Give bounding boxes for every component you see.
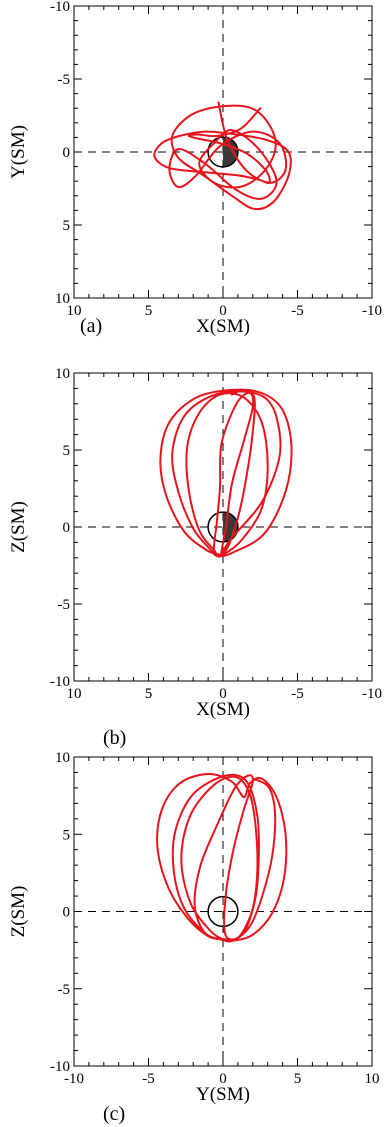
- orbit-trajectory: [153, 101, 292, 211]
- y-tick-label: 5: [63, 443, 71, 459]
- earth-icon: [207, 136, 239, 168]
- y-tick-label: -5: [58, 72, 71, 88]
- x-tick-label: 10: [67, 686, 82, 702]
- y-tick-label: 0: [63, 145, 71, 161]
- orbit-trajectory: [159, 388, 293, 558]
- x-tick-label: -5: [291, 303, 304, 319]
- y-tick-label: 10: [55, 366, 70, 382]
- x-tick-label: 0: [219, 303, 227, 319]
- x-tick-label: 5: [294, 1071, 302, 1087]
- x-axis-label: X(SM): [196, 699, 250, 720]
- panel-a: 10 5 0 -5 -10 -10 -5 0 5 10 X(SM) Y(SM) (a): [8, 0, 382, 337]
- y-tick-label: 5: [63, 827, 71, 843]
- panel-c: -10 -5 0 5 10 10 5 0 -5 -10 Y(SM) Z(SM) (c): [8, 750, 380, 1125]
- panel-label: (b): [103, 727, 126, 749]
- x-axis-label: X(SM): [196, 316, 250, 337]
- x-tick-label: -10: [64, 1071, 84, 1087]
- y-tick-label: -10: [50, 674, 70, 690]
- panel-label: (c): [103, 1103, 125, 1125]
- y-axis-label: Z(SM): [8, 886, 29, 938]
- y-tick-label: 0: [63, 905, 71, 921]
- y-tick-label: 5: [63, 218, 71, 234]
- x-tick-label: 5: [145, 303, 153, 319]
- y-tick-label: 0: [63, 520, 71, 536]
- y-tick-label: 10: [55, 291, 70, 307]
- y-tick-label: -5: [58, 982, 71, 998]
- y-tick-label: -5: [58, 597, 71, 613]
- x-tick-label: 5: [145, 686, 153, 702]
- x-tick-label: -5: [142, 1071, 155, 1087]
- x-tick-label: 10: [67, 303, 82, 319]
- y-axis-label: Y(SM): [8, 125, 29, 179]
- panel-label: (a): [80, 315, 102, 337]
- y-tick-label: -10: [50, 1059, 70, 1075]
- x-tick-label: 0: [219, 686, 227, 702]
- x-tick-label: 10: [365, 1071, 380, 1087]
- y-tick-label: -10: [50, 0, 70, 15]
- x-tick-label: -10: [362, 686, 382, 702]
- x-tick-label: 0: [219, 1071, 227, 1087]
- y-tick-label: 10: [55, 750, 70, 766]
- y-axis-label: Z(SM): [8, 501, 29, 553]
- x-tick-label: -5: [291, 686, 304, 702]
- x-tick-label: -10: [362, 303, 382, 319]
- x-axis-label: Y(SM): [196, 1084, 250, 1105]
- orbit-trajectory: [156, 772, 288, 943]
- earth-icon: [207, 895, 239, 928]
